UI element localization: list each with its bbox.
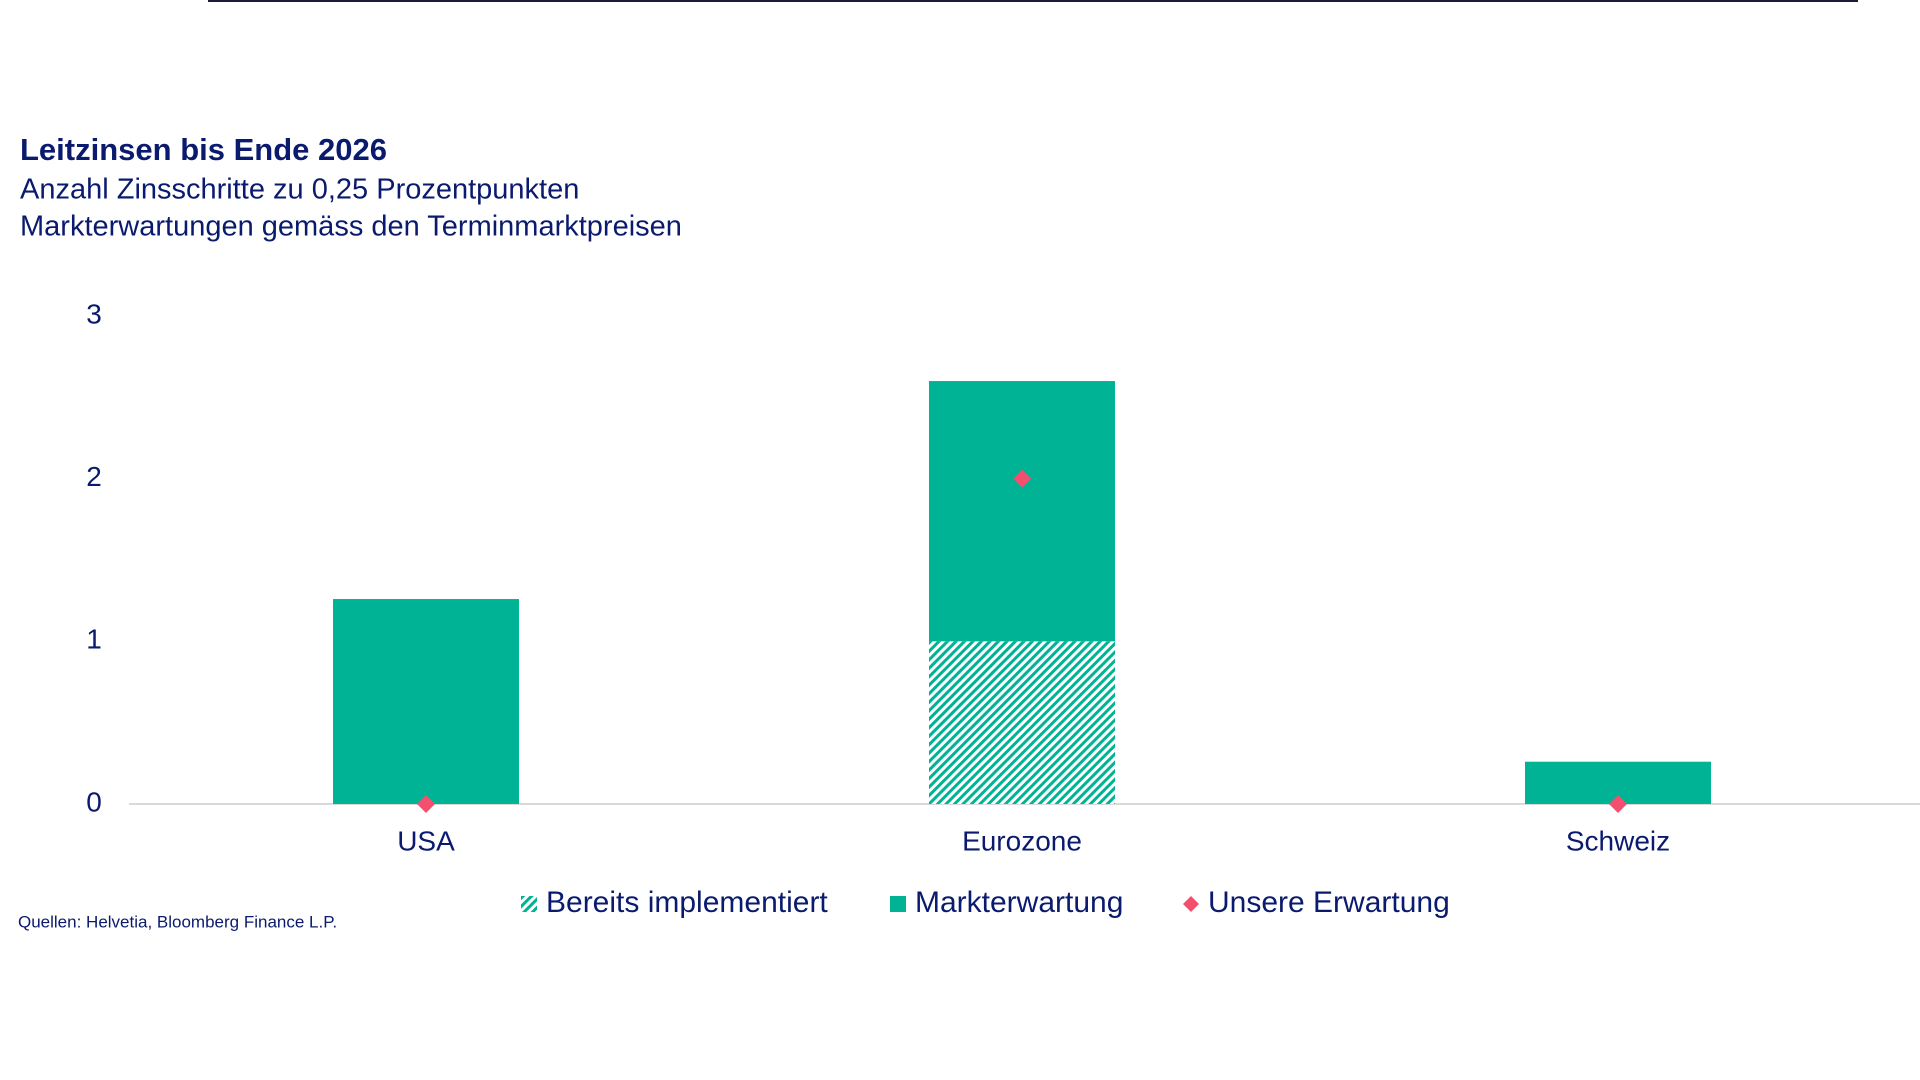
legend-label: Bereits implementiert bbox=[546, 886, 828, 919]
legend-label: Markterwartung bbox=[915, 886, 1123, 919]
legend-swatch bbox=[521, 896, 537, 912]
x-tick-label: Eurozone bbox=[962, 825, 1082, 856]
bar-segment bbox=[929, 641, 1115, 804]
marker bbox=[417, 795, 435, 813]
bar-segment bbox=[333, 599, 519, 804]
chart-subtitle: Anzahl Zinsschritte zu 0,25 Prozentpunkt… bbox=[20, 174, 579, 206]
marker bbox=[1013, 469, 1031, 488]
legend-swatch bbox=[890, 896, 906, 912]
x-tick-label: USA bbox=[397, 825, 455, 856]
chart-subtitle: Markterwartungen gemäss den Terminmarktp… bbox=[20, 211, 682, 243]
legend-swatch bbox=[1183, 896, 1199, 912]
legend-label: Unsere Erwartung bbox=[1208, 886, 1450, 919]
marker bbox=[1609, 795, 1627, 813]
source-note: Quellen: Helvetia, Bloomberg Finance L.P… bbox=[18, 912, 337, 931]
y-tick-label: 1 bbox=[86, 624, 102, 655]
y-tick-label: 3 bbox=[86, 298, 102, 329]
x-tick-label: Schweiz bbox=[1566, 825, 1670, 856]
y-tick-label: 2 bbox=[86, 461, 102, 492]
y-tick-label: 0 bbox=[86, 786, 102, 817]
chart-title: Leitzinsen bis Ende 2026 bbox=[20, 132, 387, 167]
bar-segment bbox=[929, 381, 1115, 642]
